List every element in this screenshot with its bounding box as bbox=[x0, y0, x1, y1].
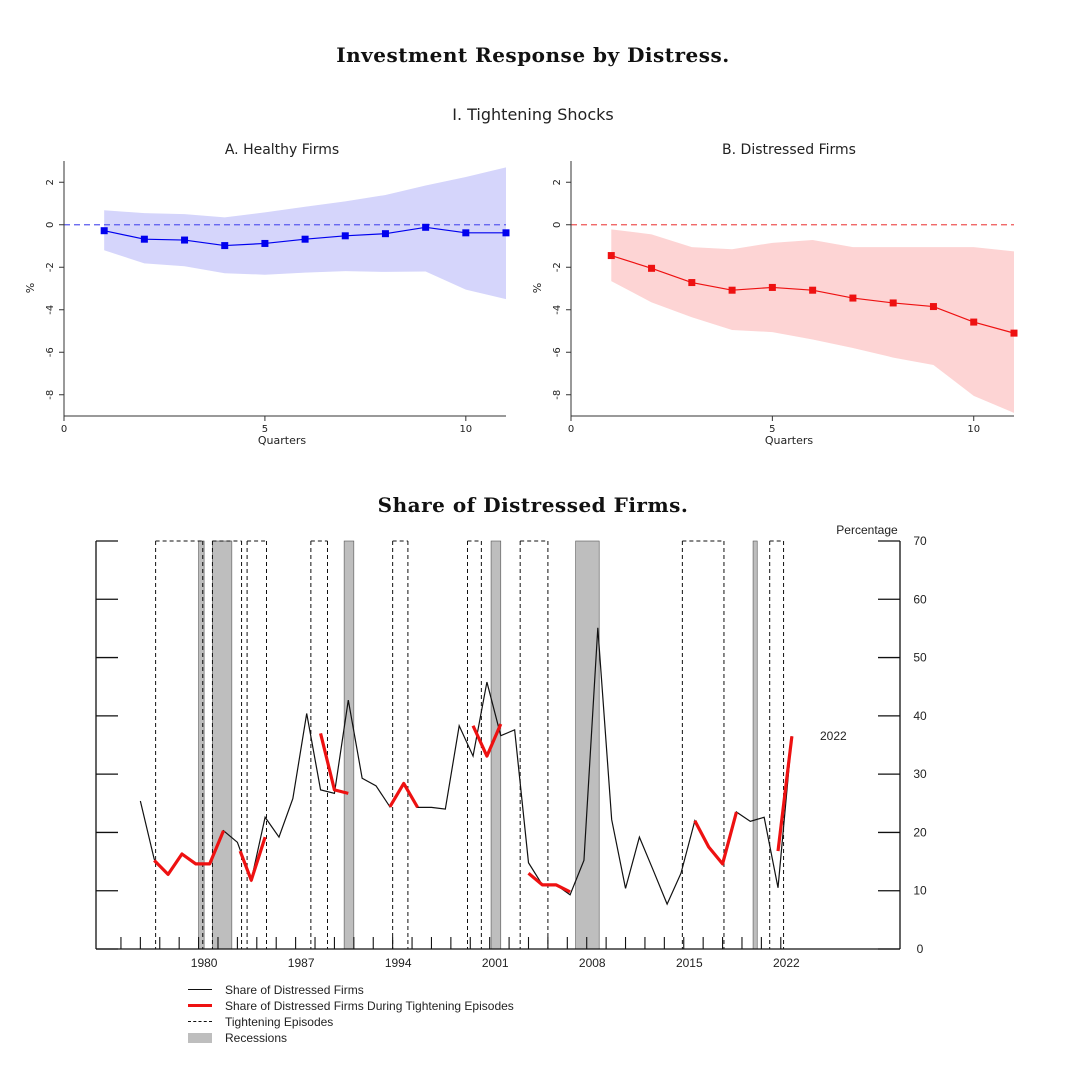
bottom-axis-tick-label: 1994 bbox=[385, 956, 412, 970]
panel-b-title: B. Distressed Firms bbox=[722, 142, 856, 158]
recession-band bbox=[343, 540, 355, 950]
tightening-share-segment bbox=[471, 723, 503, 758]
healthy-y-tick-label: -6 bbox=[45, 347, 56, 357]
legend-label: Tightening Episodes bbox=[225, 1015, 334, 1029]
legend-key-grey-box bbox=[186, 1032, 214, 1044]
distressed-response-point bbox=[728, 286, 736, 294]
healthy-y-tick-label: -8 bbox=[45, 390, 56, 400]
tightening-share-segment bbox=[693, 811, 738, 866]
legend-key-dashed-line bbox=[186, 1016, 214, 1028]
legend-label: Share of Distressed Firms bbox=[225, 983, 364, 997]
tightening-share-segment bbox=[153, 830, 226, 876]
distressed-response-point bbox=[1010, 329, 1018, 337]
distressed-firms-panel: B. Distressed Firms Quarters % 2 0 -2 -4 -6 -… bbox=[531, 142, 1018, 447]
healthy-confidence-band bbox=[104, 167, 506, 300]
right-axis-tick-label: 0 bbox=[917, 942, 924, 956]
distressed-response-point bbox=[688, 279, 696, 287]
healthy-response-point bbox=[301, 235, 309, 243]
distressed-y-tick-label: -6 bbox=[552, 347, 563, 357]
legend-item: Tightening Episodes bbox=[186, 1014, 514, 1030]
distressed-y-tick-label: 2 bbox=[552, 179, 563, 185]
panel-b-xlabel: Quarters bbox=[765, 434, 813, 447]
legend-item: Recessions bbox=[186, 1030, 514, 1046]
recession-band bbox=[198, 540, 205, 950]
distressed-confidence-band bbox=[611, 229, 1014, 413]
distressed-response-point bbox=[648, 264, 656, 272]
healthy-response-point bbox=[462, 229, 470, 237]
legend-label: Recessions bbox=[225, 1031, 288, 1045]
healthy-response-point bbox=[140, 235, 148, 243]
healthy-y-tick-label: 0 bbox=[45, 222, 56, 228]
distressed-y-tick-label: -2 bbox=[552, 262, 563, 272]
healthy-response-point bbox=[341, 232, 349, 240]
healthy-response-point bbox=[100, 227, 108, 235]
bottom-axis-tick-label: 1980 bbox=[191, 956, 218, 970]
healthy-y-tick-label: -4 bbox=[45, 305, 56, 315]
section-title: I. Tightening Shocks bbox=[452, 105, 614, 124]
healthy-response-point bbox=[381, 230, 389, 238]
legend-key-red-line bbox=[186, 1000, 214, 1012]
distressed-y-tick-label: -8 bbox=[552, 390, 563, 400]
legend-key-black-line bbox=[186, 984, 214, 996]
bottom-axis-tick-label: 2022 bbox=[773, 956, 800, 970]
tightening-share-segment bbox=[527, 872, 571, 894]
healthy-x-tick-label: 5 bbox=[262, 424, 268, 435]
right-axis-tick-label: 60 bbox=[913, 592, 927, 606]
legend-label: Share of Distressed Firms During Tighten… bbox=[225, 999, 514, 1013]
healthy-y-tick-label: 2 bbox=[45, 179, 56, 185]
tightening-share-segment bbox=[776, 736, 794, 852]
recession-band bbox=[752, 540, 758, 950]
distressed-response-point bbox=[929, 303, 937, 311]
panel-a-title: A. Healthy Firms bbox=[225, 142, 339, 158]
distressed-y-tick-label: -4 bbox=[552, 305, 563, 315]
distressed-response-point bbox=[768, 283, 776, 291]
distressed-response-point bbox=[809, 286, 817, 294]
healthy-x-tick-label: 10 bbox=[459, 424, 472, 435]
right-axis-tick-label: 50 bbox=[913, 651, 927, 665]
distressed-x-tick-label: 0 bbox=[568, 424, 574, 435]
bottom-axis-tick-label: 1987 bbox=[288, 956, 315, 970]
distressed-response-point bbox=[849, 294, 857, 302]
bottom-legend: Share of Distressed Firms Share of Distr… bbox=[186, 982, 514, 1046]
annotation-2022: 2022 bbox=[820, 729, 847, 743]
share-distressed-line bbox=[139, 627, 793, 906]
tightening-share-segment bbox=[388, 781, 419, 809]
share-distressed-panel: Percentage 2022 0 10 20 30 40 50 60 70 1980 1987 1… bbox=[95, 523, 927, 970]
distressed-response-point bbox=[970, 318, 978, 326]
healthy-y-tick-label: -2 bbox=[45, 262, 56, 272]
healthy-response-point bbox=[261, 239, 269, 247]
healthy-response-point bbox=[422, 223, 430, 231]
healthy-firms-panel: A. Healthy Firms Quarters % 2 0 -2 -4 -6 -8 0 5… bbox=[24, 142, 510, 447]
bottom-chart-title: Share of Distressed Firms. bbox=[377, 493, 689, 517]
bottom-axis-tick-label: 2015 bbox=[676, 956, 703, 970]
healthy-response-point bbox=[502, 229, 510, 237]
distressed-x-tick-label: 5 bbox=[769, 424, 775, 435]
distressed-y-tick-label: 0 bbox=[552, 222, 563, 228]
distressed-response-point bbox=[607, 252, 615, 260]
right-axis-tick-label: 10 bbox=[913, 884, 927, 898]
legend-item: Share of Distressed Firms bbox=[186, 982, 514, 998]
right-axis-tick-label: 40 bbox=[913, 709, 927, 723]
bottom-axis-tick-label: 2008 bbox=[579, 956, 606, 970]
distressed-x-tick-label: 10 bbox=[967, 424, 980, 435]
panel-a-ylabel: % bbox=[24, 283, 37, 293]
bottom-ylabel: Percentage bbox=[836, 523, 898, 537]
healthy-x-tick-label: 0 bbox=[61, 424, 67, 435]
healthy-response-point bbox=[221, 242, 229, 250]
panel-a-xlabel: Quarters bbox=[258, 434, 306, 447]
tightening-share-segment bbox=[238, 836, 267, 882]
tightening-share-segment bbox=[319, 732, 349, 795]
right-axis-tick-label: 30 bbox=[913, 767, 927, 781]
bottom-axis-tick-label: 2001 bbox=[482, 956, 509, 970]
right-axis-tick-label: 20 bbox=[913, 825, 927, 839]
panel-b-ylabel: % bbox=[531, 283, 544, 293]
right-axis-tick-label: 70 bbox=[913, 534, 927, 548]
distressed-response-point bbox=[889, 299, 897, 307]
recession-band bbox=[575, 540, 600, 950]
figure-title: Investment Response by Distress. bbox=[336, 43, 730, 67]
recession-band bbox=[212, 540, 233, 950]
healthy-response-point bbox=[181, 236, 189, 244]
legend-item: Share of Distressed Firms During Tighten… bbox=[186, 998, 514, 1014]
